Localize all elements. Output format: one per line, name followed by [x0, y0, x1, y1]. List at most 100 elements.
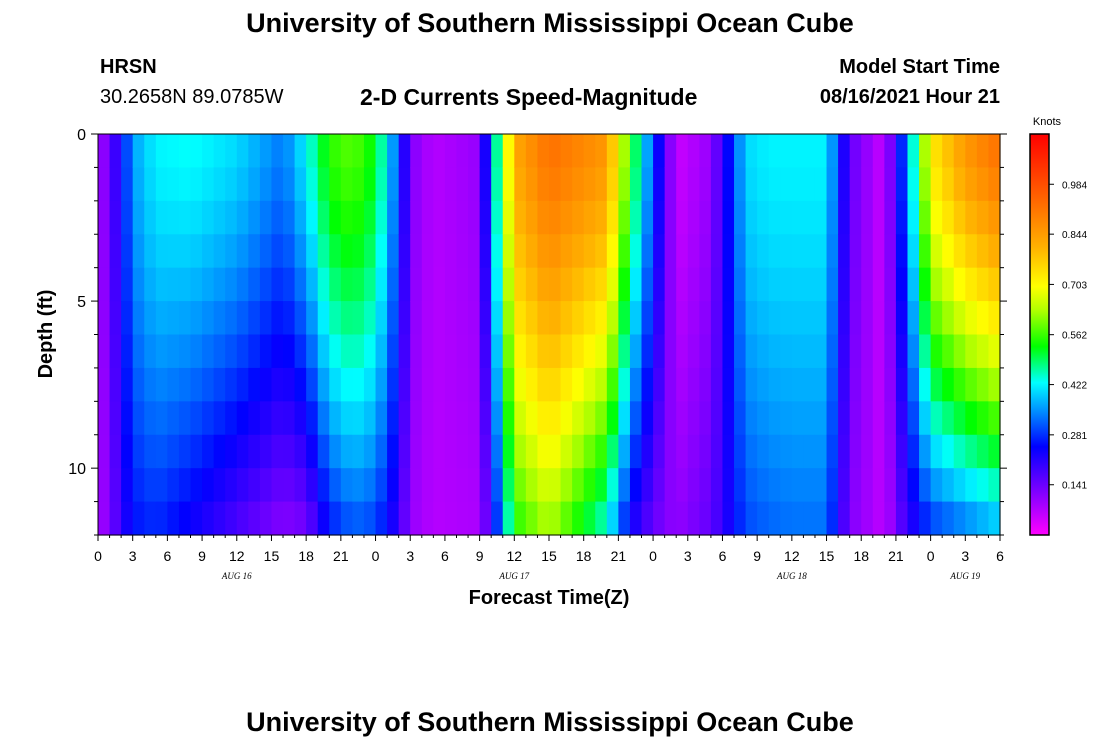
heatmap-cell: [213, 367, 226, 402]
heatmap-cell: [479, 234, 492, 269]
heatmap-cell: [606, 267, 619, 302]
heatmap-cell: [202, 301, 215, 336]
heatmap-cell: [618, 334, 631, 369]
heatmap-cell: [965, 301, 978, 336]
heatmap-cell: [491, 468, 504, 503]
heatmap-cell: [687, 301, 700, 336]
heatmap-cell: [595, 468, 608, 503]
heatmap-cell: [491, 234, 504, 269]
heatmap-cell: [942, 367, 955, 402]
station-coordinates: 30.2658N 89.0785W: [100, 86, 284, 108]
heatmap-cell: [144, 434, 157, 469]
heatmap-cell: [514, 334, 527, 369]
heatmap-cell: [398, 367, 411, 402]
heatmap-cell: [491, 501, 504, 536]
colorbar-tick-label: 0.281: [1062, 431, 1087, 442]
heatmap-cell: [329, 401, 342, 436]
heatmap-cell: [259, 367, 273, 402]
heatmap-cell: [121, 134, 134, 169]
heatmap-cell: [745, 468, 758, 503]
heatmap-cell: [907, 334, 920, 369]
heatmap-cell: [745, 234, 758, 269]
heatmap-cell: [572, 434, 585, 469]
heatmap-cell: [930, 367, 943, 402]
heatmap-cell: [468, 134, 481, 169]
heatmap-cell: [872, 468, 885, 503]
page-title: University of Southern Mississippi Ocean…: [246, 8, 854, 38]
heatmap-cell: [98, 334, 111, 369]
heatmap-cell: [814, 301, 828, 336]
heatmap-cell: [421, 301, 434, 336]
heatmap-cell: [560, 501, 573, 536]
heatmap-cell: [838, 167, 851, 202]
heatmap-cell: [872, 167, 885, 202]
heatmap-cell: [861, 434, 874, 469]
heatmap-cell: [595, 401, 608, 436]
heatmap-cell: [144, 501, 157, 536]
heatmap-cell: [525, 501, 539, 536]
heatmap-cell: [121, 501, 134, 536]
heatmap-cell: [768, 234, 781, 269]
heatmap-cell: [132, 301, 145, 336]
heatmap-cell: [468, 434, 481, 469]
heatmap-cell: [178, 134, 192, 169]
heatmap-cell: [132, 468, 145, 503]
heatmap-cell: [421, 434, 434, 469]
heatmap-cell: [653, 501, 666, 536]
heatmap-cell: [502, 234, 515, 269]
heatmap-cell: [641, 301, 654, 336]
heatmap-cell: [259, 167, 273, 202]
heatmap-cell: [271, 301, 284, 336]
heatmap-cell: [444, 200, 458, 235]
heatmap-cell: [317, 434, 330, 469]
heatmap-cell: [953, 200, 966, 235]
heatmap-cell: [618, 301, 631, 336]
heatmap-cell: [109, 468, 122, 503]
heatmap-cell: [317, 267, 330, 302]
heatmap-cell: [109, 434, 122, 469]
heatmap-cell: [178, 434, 192, 469]
heatmap-cell: [375, 234, 388, 269]
heatmap-cell: [352, 334, 365, 369]
heatmap-cell: [768, 267, 781, 302]
heatmap-cell: [641, 134, 654, 169]
heatmap-cell: [838, 501, 851, 536]
x-tick-label: 0: [372, 548, 380, 564]
heatmap-cell: [283, 267, 296, 302]
heatmap-cell: [653, 267, 666, 302]
heatmap-cell: [329, 334, 342, 369]
heatmap-cell: [121, 200, 134, 235]
heatmap-cell: [363, 468, 377, 503]
heatmap-cell: [329, 501, 342, 536]
heatmap-cell: [98, 200, 111, 235]
heatmap-cell: [606, 200, 619, 235]
heatmap-cell: [942, 434, 955, 469]
heatmap-cell: [410, 134, 423, 169]
station-name: HRSN: [100, 56, 157, 78]
heatmap-cell: [155, 267, 168, 302]
heatmap-cell: [248, 501, 261, 536]
heatmap-cell: [629, 434, 643, 469]
heatmap-cell: [930, 301, 943, 336]
heatmap-cell: [791, 267, 805, 302]
heatmap-cell: [780, 167, 793, 202]
heatmap-cell: [190, 434, 203, 469]
heatmap-cell: [190, 134, 203, 169]
heatmap-cell: [213, 234, 226, 269]
heatmap-cell: [468, 468, 481, 503]
heatmap-cell: [213, 501, 226, 536]
heatmap-cell: [664, 367, 677, 402]
heatmap-cell: [838, 267, 851, 302]
heatmap-cell: [861, 334, 874, 369]
heatmap-cell: [653, 367, 666, 402]
heatmap-cell: [942, 334, 955, 369]
heatmap-cell: [653, 167, 666, 202]
heatmap-cell: [202, 334, 215, 369]
heatmap-cell: [317, 367, 330, 402]
heatmap-cell: [618, 434, 631, 469]
colorbar-tick-label: 0.984: [1062, 180, 1087, 191]
heatmap-cell: [757, 301, 770, 336]
heatmap-cell: [421, 468, 434, 503]
heatmap-cell: [722, 501, 735, 536]
heatmap-cell: [259, 267, 273, 302]
